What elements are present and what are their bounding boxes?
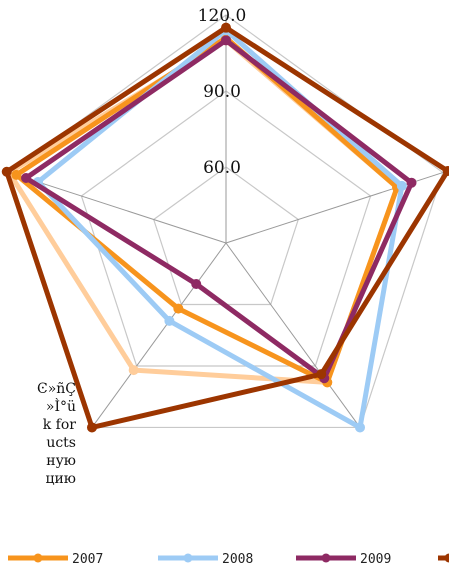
series-point xyxy=(86,422,97,433)
series-point xyxy=(355,422,366,433)
grid-spoke xyxy=(91,242,227,428)
grid-ring xyxy=(80,90,372,367)
series-point xyxy=(396,180,407,191)
legend-swatch-marker xyxy=(444,553,449,563)
legend: 2007 2008 2009 xyxy=(8,552,449,567)
side-text-line: Ͼ»ñÇ xyxy=(36,381,76,397)
grid-spoke xyxy=(9,172,227,244)
side-text-line: цию xyxy=(45,471,76,487)
legend-swatch-marker xyxy=(183,553,193,563)
tick-label: 90.0 xyxy=(203,82,241,102)
series-line xyxy=(21,37,415,383)
series-line xyxy=(34,26,405,432)
series-point xyxy=(221,35,231,46)
series-point xyxy=(173,303,184,314)
series-unnamed-3 xyxy=(1,22,449,433)
legend-item: 2007 xyxy=(8,552,103,567)
legend-label: 2007 xyxy=(72,552,103,567)
side-text-line: ную xyxy=(46,453,76,469)
tick-label: 120.0 xyxy=(198,6,247,26)
grid-spoke xyxy=(225,242,361,428)
legend-item: 2009 xyxy=(296,552,391,567)
series-line xyxy=(3,24,449,431)
series-point xyxy=(406,177,417,188)
truncated-side-text: Ͼ»ñÇ »Ì°ü k for ucts ную цию xyxy=(0,380,76,488)
series-line xyxy=(12,34,400,386)
radial-tick-labels: 60.0 90.0 120.0 xyxy=(198,6,247,178)
series-point xyxy=(1,166,12,177)
series-point xyxy=(11,169,22,180)
grid-spoke xyxy=(225,172,443,244)
legend-swatch-marker xyxy=(33,553,43,563)
series-2007 xyxy=(11,32,403,388)
series-point xyxy=(164,315,175,326)
legend-item: 2008 xyxy=(158,552,253,567)
legend-item xyxy=(438,553,449,563)
series-2008 xyxy=(33,25,407,433)
series-point xyxy=(191,278,202,289)
side-text-line: ucts xyxy=(46,435,76,451)
series-point xyxy=(128,365,139,376)
side-text-line: »Ì°ü xyxy=(45,399,76,415)
side-text-line: k for xyxy=(42,417,76,433)
series-point xyxy=(221,22,231,33)
series-point xyxy=(21,173,32,184)
series-point xyxy=(316,369,327,380)
tick-label: 60.0 xyxy=(203,158,241,178)
legend-label: 2008 xyxy=(222,552,253,567)
legend-label: 2009 xyxy=(360,552,391,567)
radar-series xyxy=(1,22,449,433)
series-point xyxy=(442,165,449,176)
legend-swatch-marker xyxy=(321,553,331,563)
